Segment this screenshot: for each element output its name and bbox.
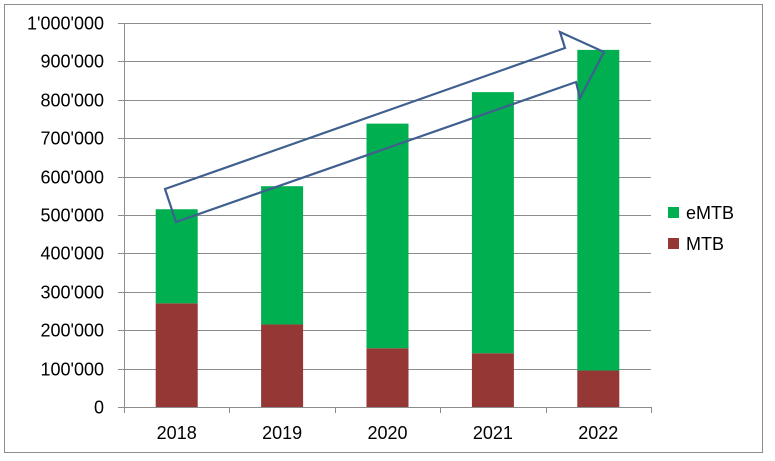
axes: 0 100'000 200'000 300'000 400'000 500'000 600'…: [27, 14, 652, 443]
x-tick-label: 2022: [578, 423, 618, 443]
legend-label-emtb: eMTB: [686, 203, 734, 223]
y-tick-label: 600'000: [40, 168, 104, 188]
y-tick-label: 1'000'000: [27, 14, 104, 34]
y-tick-label: 300'000: [40, 283, 104, 303]
y-tick-label: 500'000: [40, 206, 104, 226]
x-tick-label: 2021: [473, 423, 513, 443]
x-tick-label: 2018: [157, 423, 197, 443]
gridlines: [124, 23, 651, 370]
y-tick-label: 0: [94, 398, 104, 418]
y-tick-label: 100'000: [40, 360, 104, 380]
legend-label-mtb: MTB: [686, 234, 724, 254]
bar-emtb-2019: [261, 186, 304, 325]
trend-arrow-annotation: [163, 29, 606, 224]
bar-emtb-2022: [577, 49, 620, 371]
bar-mtb-2019: [261, 324, 304, 407]
legend-swatch-mtb: [668, 238, 679, 249]
x-tick-label: 2020: [367, 423, 407, 443]
legend: eMTB MTB: [668, 203, 734, 254]
legend-swatch-emtb: [668, 207, 679, 218]
bar-emtb-2021: [471, 92, 514, 354]
bar-mtb-2020: [366, 348, 409, 407]
bars: [155, 49, 620, 407]
y-tick-label: 400'000: [40, 244, 104, 264]
bar-emtb-2018: [155, 209, 198, 304]
y-tick-label: 700'000: [40, 129, 104, 149]
trend-arrow: [163, 29, 606, 224]
bar-emtb-2020: [366, 123, 409, 349]
bar-mtb-2022: [577, 370, 620, 407]
y-tick-label: 800'000: [40, 91, 104, 111]
y-tick-label: 900'000: [40, 52, 104, 72]
bar-mtb-2018: [155, 303, 198, 407]
x-tick-label: 2019: [262, 423, 302, 443]
y-tick-label: 200'000: [40, 321, 104, 341]
bar-mtb-2021: [471, 353, 514, 407]
